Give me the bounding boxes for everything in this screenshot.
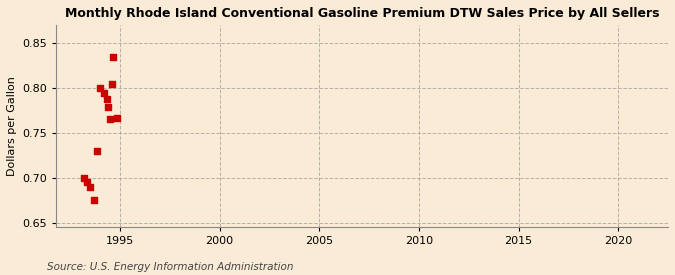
Point: [105, 116, 115, 121]
Text: Source: U.S. Energy Information Administration: Source: U.S. Energy Information Administ…: [47, 262, 294, 272]
Point: [103, 105, 114, 109]
Title: Monthly Rhode Island Conventional Gasoline Premium DTW Sales Price by All Seller: Monthly Rhode Island Conventional Gasoli…: [65, 7, 659, 20]
Point: [108, 54, 119, 59]
Y-axis label: Dollars per Gallon: Dollars per Gallon: [7, 76, 17, 176]
Point: [91, 148, 102, 153]
Point: [85, 185, 96, 189]
Point: [98, 90, 109, 95]
Point: [82, 180, 92, 185]
Point: [106, 81, 117, 86]
Point: [88, 198, 99, 202]
Point: [101, 97, 112, 101]
Point: [111, 116, 122, 120]
Point: [78, 175, 89, 180]
Point: [95, 86, 105, 90]
